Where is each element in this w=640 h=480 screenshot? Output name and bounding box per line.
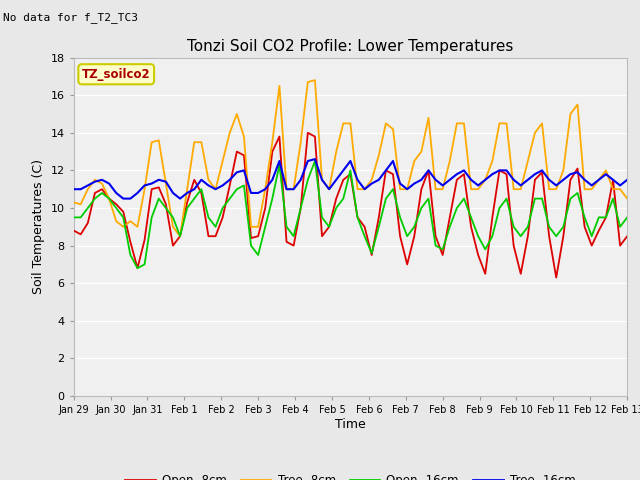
Text: TZ_soilco2: TZ_soilco2 [82, 68, 150, 81]
Legend: Open -8cm, Tree -8cm, Open -16cm, Tree -16cm: Open -8cm, Tree -8cm, Open -16cm, Tree -… [120, 469, 580, 480]
Text: No data for f_T2_TC3: No data for f_T2_TC3 [3, 12, 138, 23]
X-axis label: Time: Time [335, 418, 366, 431]
Y-axis label: Soil Temperatures (C): Soil Temperatures (C) [32, 159, 45, 294]
Title: Tonzi Soil CO2 Profile: Lower Temperatures: Tonzi Soil CO2 Profile: Lower Temperatur… [188, 39, 513, 54]
